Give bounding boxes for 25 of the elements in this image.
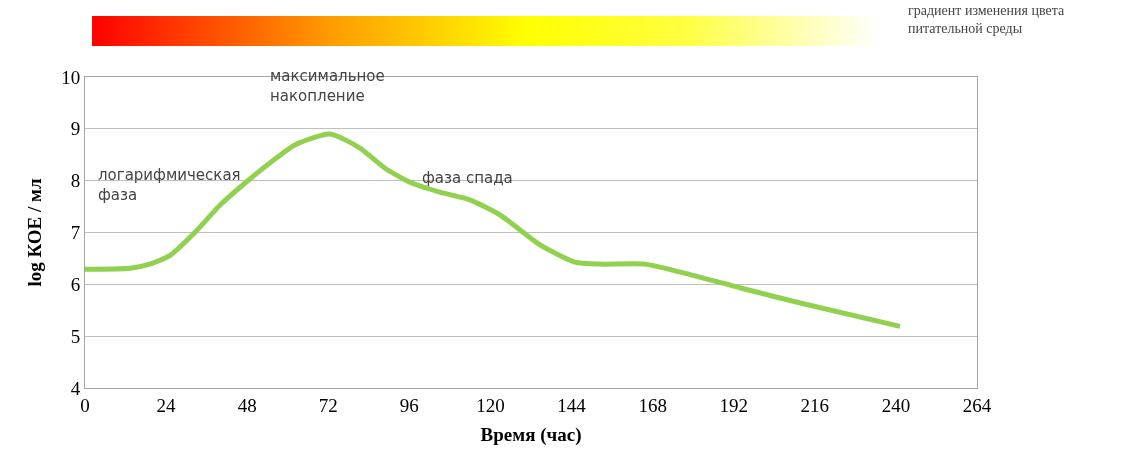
x-tick-label: 144 xyxy=(557,394,587,416)
text: градиент изменения цвета питательной среды xyxy=(908,3,1065,37)
x-tick-label: 192 xyxy=(719,394,748,416)
x-tick-label: 48 xyxy=(237,394,257,416)
x-tick-label: 96 xyxy=(399,394,419,416)
y-tick-label: 8 xyxy=(70,170,81,192)
annotation: максимальное накопление xyxy=(270,67,385,105)
x-tick-label: 24 xyxy=(156,394,177,416)
y-tick-label: 5 xyxy=(70,325,81,347)
x-tick-label: 264 xyxy=(962,394,992,416)
y-tick-label: 4 xyxy=(70,377,81,399)
x-tick-label: 168 xyxy=(638,394,667,416)
x-axis-title: Время (час) xyxy=(480,423,582,446)
x-tick-label: 240 xyxy=(881,394,911,416)
y-tick-label: 6 xyxy=(70,273,81,295)
annotation: фаза спада xyxy=(422,169,513,187)
annotation: логарифмическая фаза xyxy=(98,166,241,204)
y-tick-label: 9 xyxy=(70,118,81,140)
x-tick-label: 216 xyxy=(800,394,830,416)
x-tick-label: 0 xyxy=(80,394,90,416)
y-axis-title: log КОЕ / мл xyxy=(24,178,46,287)
y-tick-label: 7 xyxy=(70,222,81,244)
x-tick-label: 120 xyxy=(476,394,505,416)
y-tick-label: 10 xyxy=(61,66,81,88)
x-tick-label: 72 xyxy=(318,394,338,416)
